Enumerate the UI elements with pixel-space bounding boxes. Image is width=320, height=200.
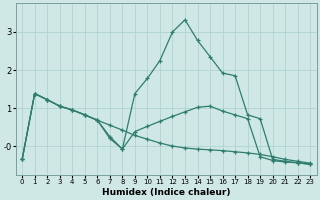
X-axis label: Humidex (Indice chaleur): Humidex (Indice chaleur) (102, 188, 230, 197)
